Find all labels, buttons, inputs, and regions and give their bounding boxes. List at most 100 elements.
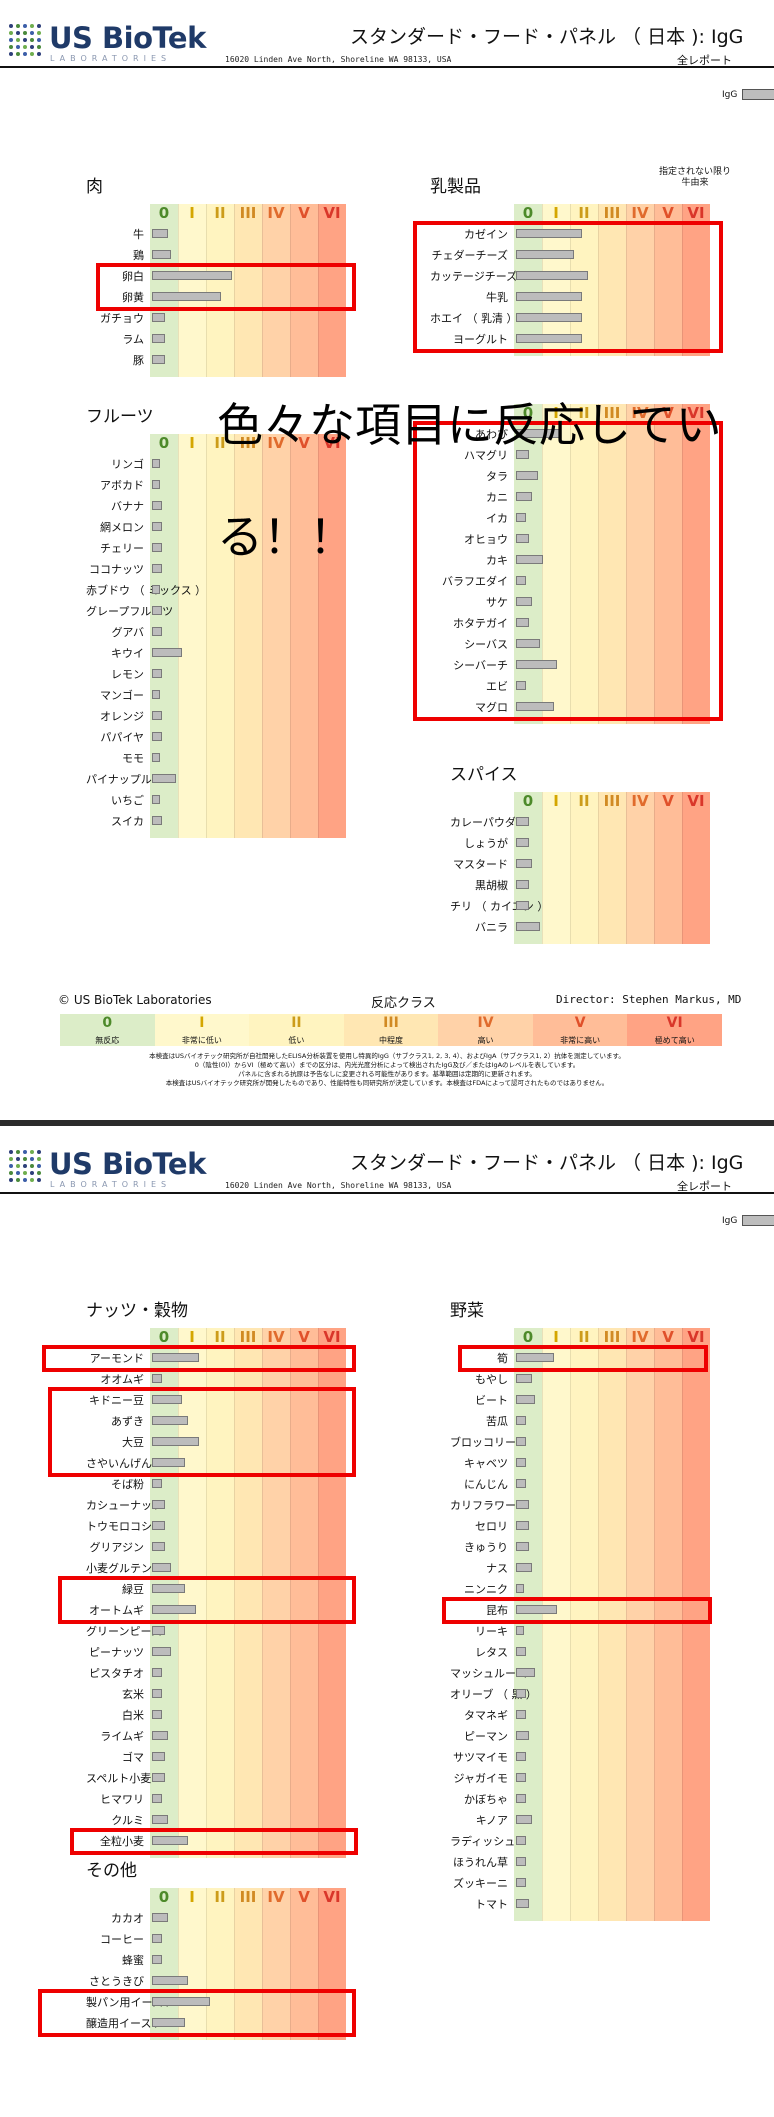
highlight-box — [58, 1576, 356, 1624]
class-label: II — [578, 204, 590, 222]
reaction-bar — [152, 459, 160, 468]
reaction-bar — [152, 795, 160, 804]
class-divider — [682, 204, 683, 356]
food-label: ヒマワリ — [100, 1793, 144, 1806]
section-title: ナッツ・穀物 — [86, 1301, 188, 1321]
legend-class-number: IV — [477, 1015, 494, 1031]
legend-class-text: 無反応 — [95, 1036, 120, 1045]
food-label: オートムギ — [89, 1604, 144, 1617]
legend-cell: 0 無反応 — [60, 1014, 155, 1046]
report-subtitle: 全レポート — [677, 54, 732, 67]
reaction-bar — [152, 1668, 163, 1677]
class-label: I — [553, 1328, 559, 1346]
reaction-grid: 0 I II III IV V VI — [514, 792, 710, 944]
food-label: スペルト小麦 — [86, 1772, 152, 1785]
food-label: トマト — [475, 1898, 508, 1911]
food-label: チェダーチーズ — [431, 249, 508, 262]
reaction-bar — [516, 618, 530, 627]
class-label: III — [239, 1328, 257, 1346]
reaction-bar — [152, 480, 160, 489]
food-label: カゼイン — [464, 228, 508, 241]
highlight-box — [96, 263, 356, 311]
legend-class-number: V — [574, 1015, 586, 1031]
food-label: チェリー — [100, 542, 144, 555]
class-label: II — [214, 1888, 226, 1906]
class-label: VI — [687, 1328, 705, 1346]
food-label: にんじん — [464, 1478, 508, 1491]
class-band — [682, 204, 710, 356]
reaction-bar — [152, 1584, 185, 1593]
class-divider — [206, 1328, 207, 1858]
reaction-bar — [152, 543, 163, 552]
reaction-bar — [152, 1626, 166, 1635]
legend-cell: III 中程度 — [343, 1014, 439, 1046]
class-label: 0 — [158, 1328, 170, 1346]
class-label: III — [603, 1328, 621, 1346]
food-label: アボカド — [100, 479, 144, 492]
reaction-bar — [516, 576, 527, 585]
reaction-bar — [516, 1584, 524, 1593]
reaction-bar — [516, 1500, 530, 1509]
reaction-bar — [516, 450, 530, 459]
class-label: I — [553, 204, 559, 222]
class-label: V — [662, 1328, 674, 1346]
reaction-bar — [152, 1689, 163, 1698]
food-label: ピスタチオ — [89, 1667, 144, 1680]
reaction-bar — [152, 1458, 185, 1467]
class-band — [626, 404, 654, 724]
food-label: カッテージチーズ — [430, 270, 518, 283]
section-title: スパイス — [450, 765, 518, 785]
disclaimer-line: 本検査はUSバイオテック研究所が開発したものであり、性能特性も同研究所が決定して… — [165, 1079, 609, 1087]
food-label: パイナップル — [86, 773, 152, 786]
class-band — [598, 404, 626, 724]
class-band — [206, 1328, 234, 1858]
food-label: ズッキーニ — [453, 1877, 508, 1890]
reaction-bar — [152, 1542, 166, 1551]
class-divider — [570, 792, 571, 944]
reaction-bar — [516, 471, 538, 480]
food-label: 網メロン — [100, 521, 144, 534]
class-label: V — [298, 1328, 310, 1346]
class-band — [178, 204, 206, 377]
food-label: コーヒー — [100, 1933, 144, 1946]
class-label: V — [662, 204, 674, 222]
class-band — [542, 404, 570, 724]
food-label: 全粒小麦 — [100, 1835, 144, 1848]
food-label: 豚 — [133, 354, 144, 367]
section-title: 野菜 — [450, 1301, 484, 1321]
food-label: クルミ — [111, 1814, 144, 1827]
food-label: そば粉 — [111, 1478, 144, 1491]
class-band — [654, 204, 682, 356]
class-divider — [234, 204, 235, 377]
food-label: ブロッコリー — [450, 1436, 516, 1449]
reaction-bar — [516, 1710, 527, 1719]
class-divider — [234, 1328, 235, 1858]
class-divider — [178, 204, 179, 377]
food-label: リンゴ — [111, 458, 144, 471]
class-divider — [570, 204, 571, 356]
class-label: I — [553, 792, 559, 810]
class-label: III — [603, 792, 621, 810]
reaction-bar — [152, 1731, 168, 1740]
food-label: カリフラワー — [450, 1499, 516, 1512]
logo-dots-icon — [9, 24, 43, 58]
food-label: バラフエダイ — [442, 575, 508, 588]
reaction-bar — [152, 753, 160, 762]
reaction-bar — [152, 1521, 166, 1530]
class-divider — [570, 1328, 571, 1921]
class-band — [318, 204, 346, 377]
class-band — [290, 1328, 318, 1858]
class-divider — [178, 434, 179, 838]
reaction-bar — [516, 1521, 530, 1530]
class-band — [206, 204, 234, 377]
food-label: ゴマ — [122, 1751, 144, 1764]
class-label: I — [189, 1888, 195, 1906]
highlight-box — [48, 1387, 356, 1477]
highlight-box — [442, 1597, 712, 1624]
reaction-bar — [152, 1794, 163, 1803]
legend-cell: V 非常に高い — [532, 1014, 628, 1046]
reaction-grid: 0 I II III IV V VI — [514, 404, 710, 724]
class-label: VI — [323, 434, 341, 452]
reaction-bar — [152, 501, 163, 510]
food-label: ハマグリ — [464, 449, 508, 462]
